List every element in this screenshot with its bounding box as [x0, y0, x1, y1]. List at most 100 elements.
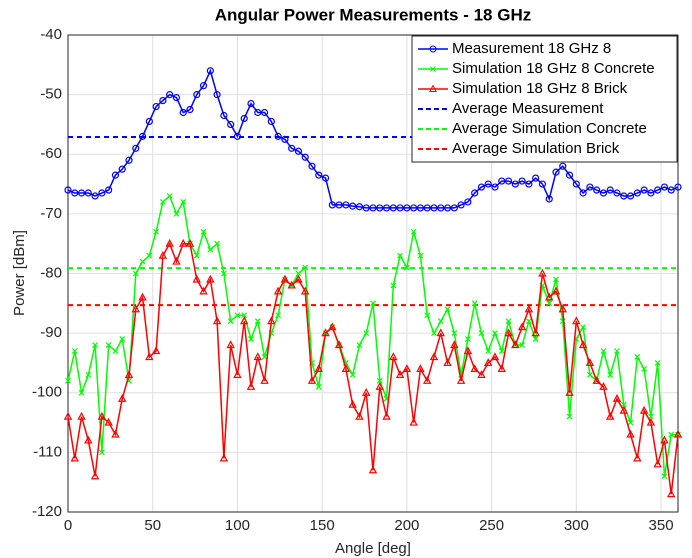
marker [558, 304, 567, 313]
marker [172, 94, 181, 102]
marker [335, 201, 343, 209]
marker [328, 201, 336, 209]
marker [98, 189, 106, 197]
x-tick-label: 300 [564, 517, 589, 534]
marker [206, 67, 214, 75]
y-tick-label: -80 [40, 264, 62, 281]
marker [334, 340, 344, 349]
marker [97, 411, 107, 420]
marker [492, 330, 498, 337]
marker [612, 393, 622, 402]
marker [416, 204, 425, 212]
marker [430, 204, 438, 212]
chart-title: Angular Power Measurements - 18 GHz [215, 5, 531, 24]
y-tick-label: -60 [40, 145, 62, 162]
marker [525, 318, 532, 325]
marker [661, 473, 668, 480]
marker [673, 429, 683, 438]
marker [220, 111, 228, 120]
marker [674, 183, 682, 191]
marker [592, 376, 601, 384]
marker [477, 370, 486, 378]
marker [362, 204, 370, 212]
marker [295, 270, 302, 277]
marker [517, 322, 527, 331]
marker [241, 312, 248, 319]
marker [355, 203, 364, 211]
plot-frame [67, 34, 679, 513]
marker [105, 186, 113, 194]
marker [138, 132, 147, 140]
y-tick-label: -120 [32, 503, 62, 520]
marker [471, 300, 478, 307]
marker [471, 189, 479, 197]
marker [389, 204, 397, 212]
marker [424, 312, 431, 319]
marker [444, 306, 451, 313]
marker [613, 189, 621, 197]
marker [119, 336, 126, 343]
marker [451, 330, 458, 337]
marker [275, 312, 282, 319]
marker [70, 453, 79, 462]
marker [640, 186, 648, 194]
marker [660, 183, 669, 191]
marker [552, 168, 560, 176]
marker [192, 274, 201, 283]
legend-label: Simulation 18 GHz 8 Brick [452, 80, 628, 97]
marker [675, 431, 681, 438]
marker [185, 238, 195, 247]
marker [294, 147, 303, 155]
marker [653, 459, 662, 468]
marker [463, 346, 473, 355]
marker [118, 165, 126, 173]
marker [416, 364, 425, 372]
marker [626, 192, 635, 200]
marker [627, 419, 634, 426]
marker [450, 340, 459, 349]
y-tick-label: -40 [40, 26, 62, 43]
marker [646, 417, 656, 426]
marker [410, 228, 417, 235]
marker [104, 417, 113, 426]
marker [145, 352, 154, 361]
marker [233, 370, 242, 378]
marker [423, 204, 431, 212]
marker [396, 204, 404, 212]
y-tick-label: -110 [33, 443, 62, 460]
marker [260, 376, 269, 384]
marker [565, 387, 574, 396]
marker [105, 342, 112, 348]
marker [477, 183, 486, 191]
marker [606, 186, 614, 194]
marker [559, 162, 567, 170]
marker [92, 342, 99, 348]
marker [369, 204, 377, 212]
marker [98, 449, 105, 456]
marker [307, 376, 317, 384]
marker [524, 304, 534, 313]
marker [355, 411, 364, 420]
marker [111, 171, 120, 179]
marker [213, 91, 221, 99]
marker [382, 411, 391, 420]
marker [417, 252, 424, 259]
marker [464, 198, 472, 206]
marker [572, 316, 581, 325]
marker [519, 342, 526, 348]
y-tick-label: -90 [40, 324, 62, 341]
legend-marker [428, 84, 438, 92]
marker [234, 312, 241, 319]
x-tick-label: 250 [479, 517, 504, 534]
y-tick-label: -100 [32, 384, 62, 401]
marker [565, 171, 574, 179]
marker [443, 204, 452, 212]
marker [626, 429, 635, 438]
marker [531, 328, 540, 337]
marker [566, 413, 573, 420]
series-line [67, 68, 679, 209]
marker [240, 114, 248, 123]
legend-label: Average Simulation Concrete [452, 120, 647, 137]
marker [179, 108, 187, 117]
marker [579, 189, 587, 197]
